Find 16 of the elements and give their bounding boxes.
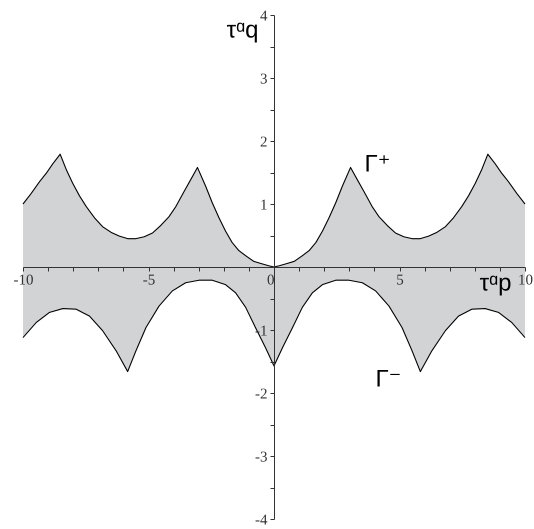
y-tick-label: -4	[255, 512, 268, 528]
y-tick-label: 3	[260, 72, 268, 88]
x-tick-label: 10	[518, 272, 533, 288]
y-tick-label: -2	[255, 386, 268, 402]
x-tick-label: -5	[142, 272, 156, 288]
y-tick-label: 2	[260, 134, 268, 150]
x-tick-label: -10	[14, 272, 34, 288]
x-tick-label: 5	[396, 272, 404, 288]
x-axis-title: τᵅp	[480, 270, 512, 296]
y-tick-label: -3	[255, 450, 268, 466]
y-tick-label: 4	[260, 8, 268, 24]
y-axis-title: τᵅq	[226, 16, 258, 44]
y-tick-label: 1	[260, 198, 268, 214]
series-label: Γ⁺	[364, 150, 390, 178]
x-tick-label: 0	[267, 272, 274, 288]
series-label: Γ⁻	[375, 366, 402, 393]
